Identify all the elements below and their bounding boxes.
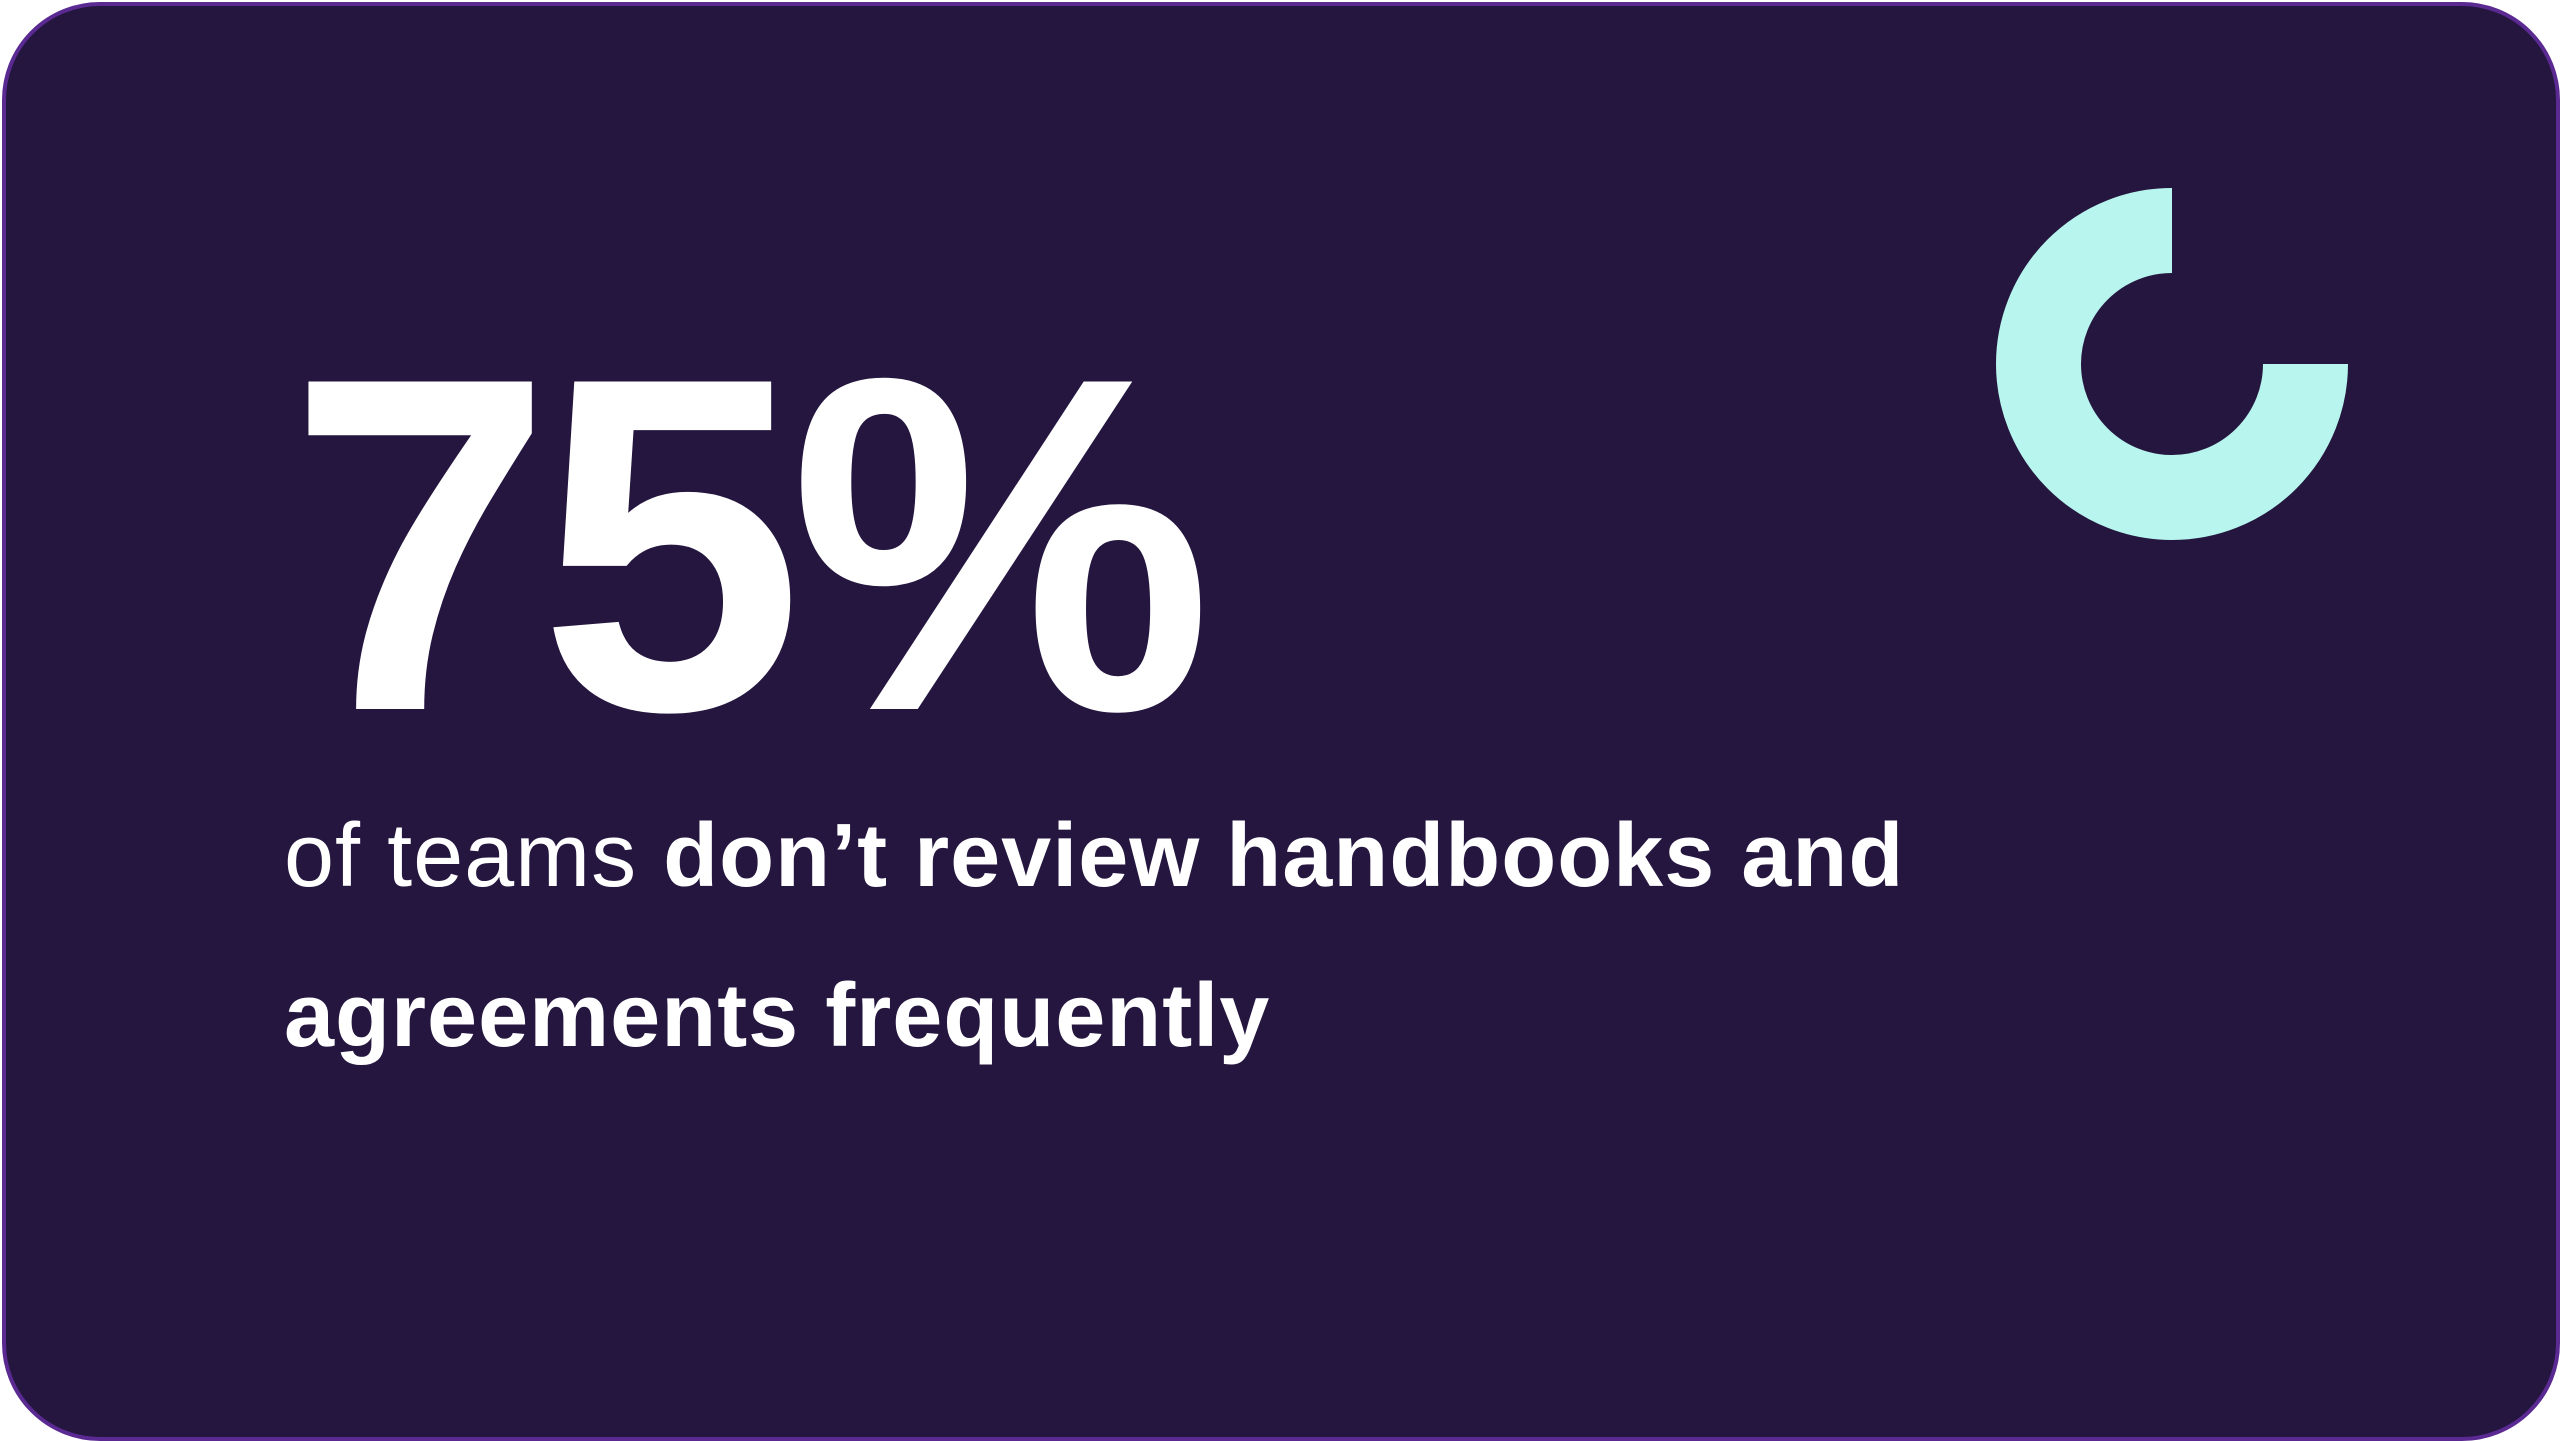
stat-value: 75%: [288, 278, 1213, 810]
donut-progress-arc: [1996, 188, 2348, 540]
caption-emphasis: don’t review handbooks and agreements fr…: [284, 806, 1905, 1066]
caption-lead: of teams: [284, 806, 664, 906]
stat-caption: of teams don’t review handbooks and agre…: [284, 776, 1984, 1096]
